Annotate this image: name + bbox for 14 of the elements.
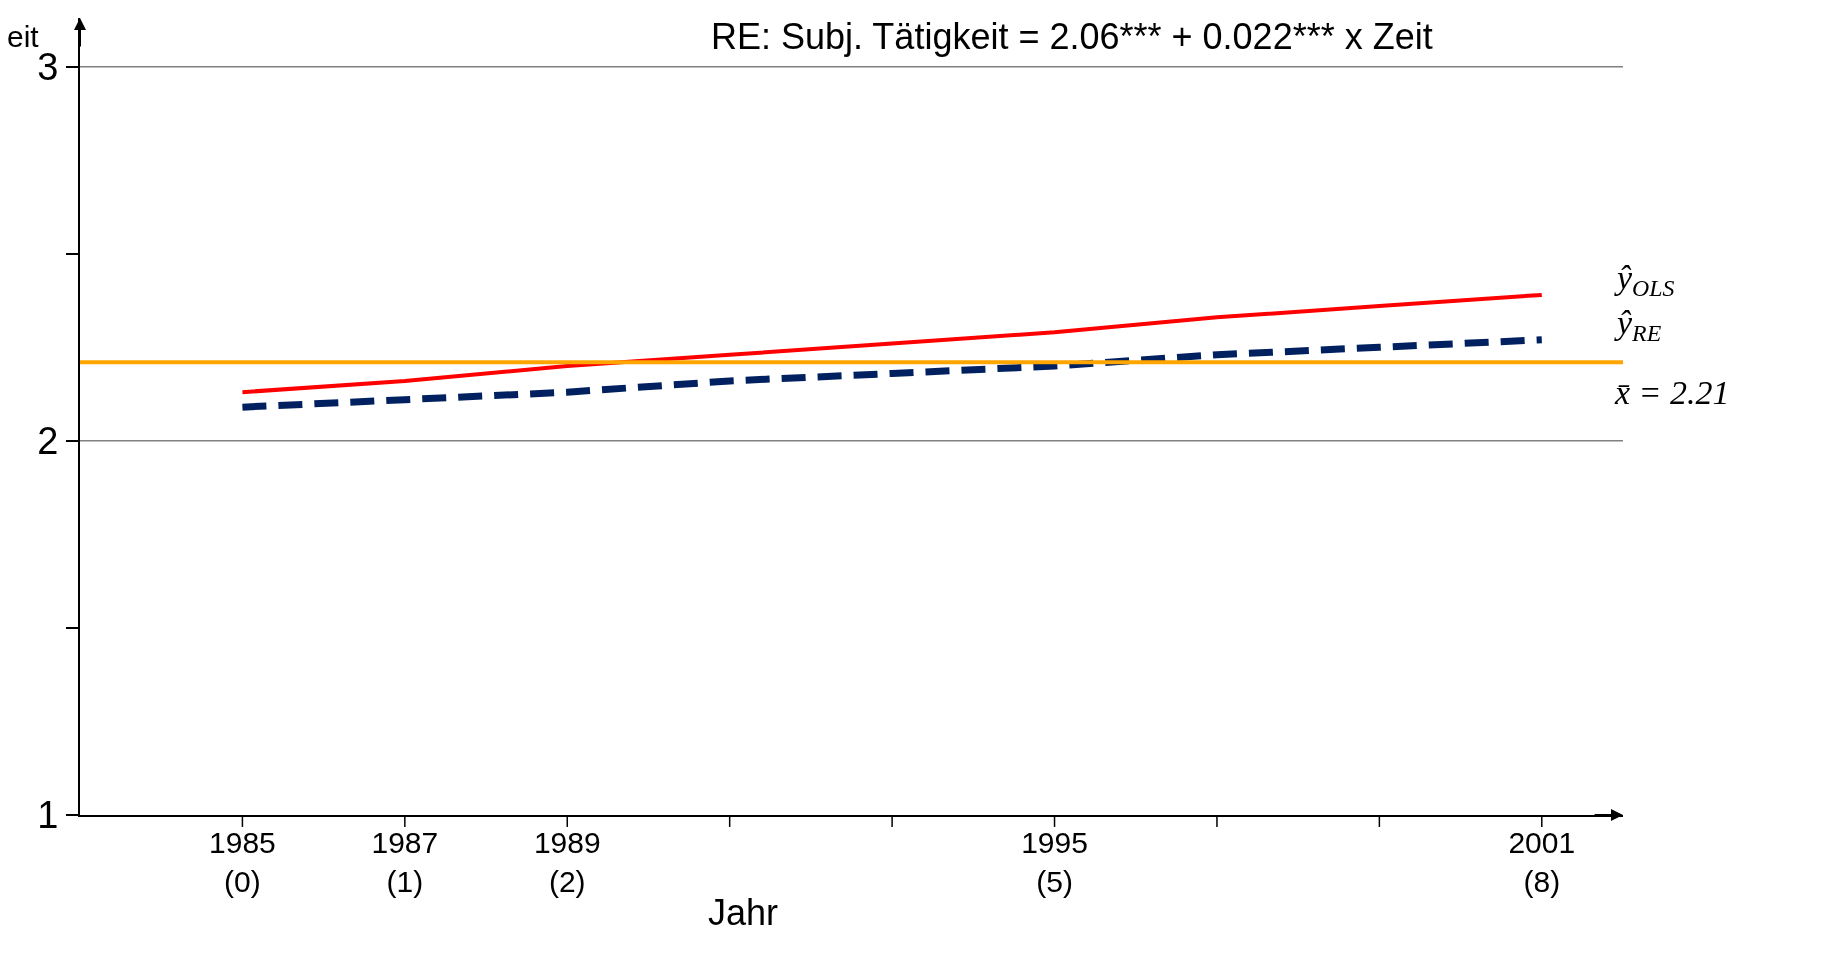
x-tick-label: 1995 (5) — [1021, 826, 1088, 898]
line-series — [240, 292, 1544, 395]
y-tick-label: 1 — [37, 794, 59, 837]
chart-title: RE: Subj. Tätigkeit = 2.06*** + 0.022*** x Zeit — [710, 15, 1433, 57]
x-axis-title: Jahr — [708, 892, 779, 933]
x-tick-label: 1989 (2) — [533, 826, 601, 898]
x-tick-label: 1985 (0) — [209, 826, 276, 898]
y-tick-label: 2 — [37, 420, 59, 463]
ref-line-label: x̄ = 2.21 — [1614, 374, 1730, 411]
text: ŷ$_{OLS}$ — [1614, 259, 1675, 302]
y-axis-title: eit — [7, 20, 40, 53]
x-tick-label: 2001 (8) — [1508, 826, 1576, 898]
text: ŷ$_{RE}$ — [1614, 304, 1662, 347]
x-tick-label: 1987 (1) — [371, 826, 439, 898]
